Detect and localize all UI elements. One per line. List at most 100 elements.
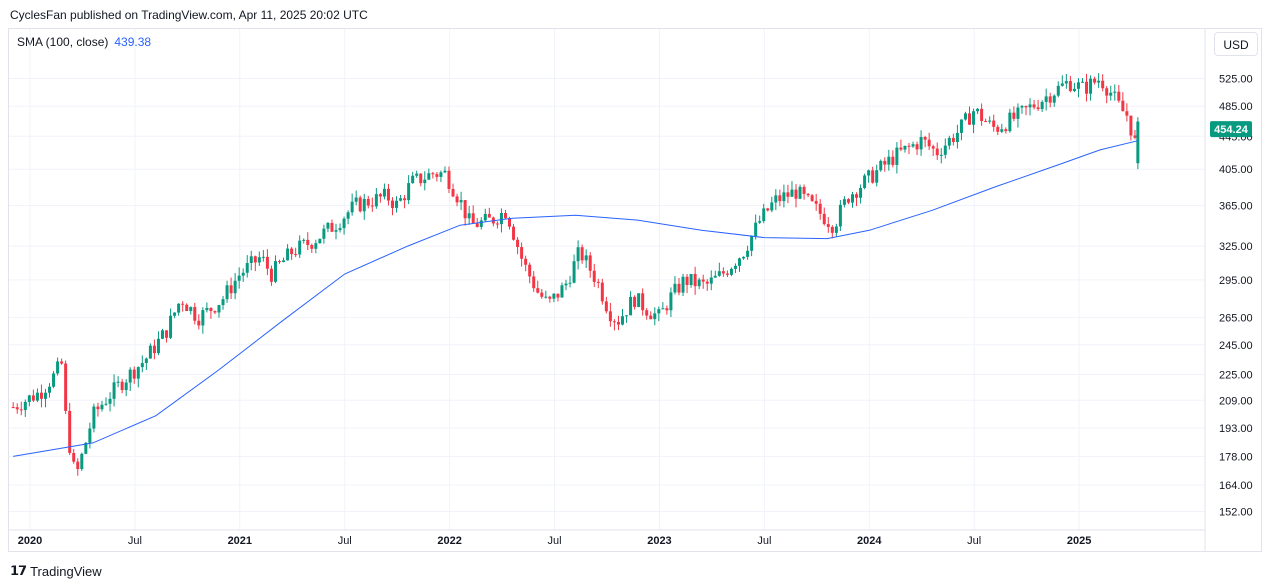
- candle-body: [657, 309, 661, 314]
- candle-body: [342, 218, 346, 229]
- candle-body: [758, 221, 762, 223]
- candle-body: [576, 247, 580, 262]
- candle-body: [330, 222, 334, 232]
- candle-body: [814, 200, 818, 204]
- candle-body: [358, 197, 362, 212]
- candle-body: [980, 108, 984, 122]
- sma-legend[interactable]: SMA (100, close) 439.38: [17, 35, 151, 49]
- candle-body: [677, 283, 681, 293]
- candle-body: [907, 145, 911, 147]
- candle-body: [1048, 96, 1052, 103]
- candle-body: [39, 392, 43, 399]
- candle-body: [717, 271, 721, 276]
- candle-body: [165, 330, 169, 338]
- candle-body: [887, 156, 891, 165]
- candle-body: [629, 296, 633, 316]
- candle-body: [390, 200, 394, 208]
- candle-body: [552, 293, 556, 299]
- candle-body: [923, 137, 927, 140]
- candle-body: [451, 188, 455, 197]
- price-tick-label: 209.00: [1219, 395, 1253, 407]
- candle-body: [1068, 81, 1072, 92]
- candle-body: [802, 186, 806, 194]
- candle-body: [11, 407, 15, 409]
- candle-body: [60, 361, 64, 364]
- candle-body: [895, 147, 899, 165]
- footer-brand[interactable]: 𝟭𝟳 TradingView: [10, 563, 102, 579]
- candle-body: [830, 226, 834, 233]
- candle-body: [612, 321, 616, 323]
- candle-body: [84, 442, 88, 454]
- candle-body: [713, 275, 717, 278]
- candle-body: [201, 310, 205, 326]
- candle-body: [72, 452, 76, 462]
- candle-body: [842, 199, 846, 205]
- candle-body: [1125, 111, 1129, 116]
- candle-body: [1097, 80, 1101, 83]
- candle-body: [80, 453, 84, 470]
- candle-body: [181, 303, 185, 305]
- candle-body: [108, 398, 112, 404]
- candle-body: [653, 313, 657, 320]
- candle-body: [499, 213, 503, 225]
- candle-body: [778, 195, 782, 202]
- candle-body: [548, 296, 552, 299]
- price-tick-label: 164.00: [1219, 480, 1253, 492]
- candle-body: [774, 195, 778, 203]
- last-price-label: 454.24: [1214, 124, 1249, 136]
- candle-body: [968, 113, 972, 125]
- candle-body: [128, 369, 132, 383]
- candle-body: [790, 189, 794, 197]
- candle-body: [939, 154, 943, 156]
- candle-body: [52, 373, 56, 387]
- candle-body: [673, 283, 677, 293]
- candle-body: [959, 119, 963, 133]
- candle-body: [152, 345, 156, 354]
- tradingview-logo-icon: 𝟭𝟳: [10, 563, 27, 578]
- candle-body: [19, 409, 23, 411]
- candle-body: [378, 194, 382, 197]
- candle-body: [350, 201, 354, 213]
- candle-body: [399, 198, 403, 201]
- candle-body: [124, 382, 128, 391]
- candle-body: [273, 261, 277, 282]
- currency-button[interactable]: USD: [1214, 32, 1258, 56]
- time-tick-label: 2023: [647, 535, 671, 547]
- candle-body: [794, 189, 798, 199]
- candle-body: [88, 428, 92, 443]
- candle-body: [366, 198, 370, 206]
- candle-body: [395, 200, 399, 208]
- candle-body: [1072, 88, 1076, 92]
- candle-body: [850, 194, 854, 203]
- candle-body: [439, 172, 443, 177]
- candle-body: [951, 137, 955, 143]
- candle-body: [257, 257, 261, 263]
- candle-body: [935, 148, 939, 156]
- candle-body: [919, 137, 923, 150]
- candle-body: [693, 273, 697, 287]
- candle-body: [334, 230, 338, 232]
- candle-body: [859, 187, 863, 198]
- candle-body: [891, 156, 895, 165]
- candle-body: [435, 174, 439, 177]
- candle-body: [697, 279, 701, 287]
- candle-body: [1076, 82, 1080, 89]
- candle-body: [508, 218, 512, 227]
- candle-body: [721, 271, 725, 274]
- candle-body: [92, 406, 96, 429]
- candle-body: [984, 121, 988, 123]
- candle-body: [189, 307, 193, 312]
- time-tick-label: Jul: [338, 535, 352, 547]
- candle-body: [729, 268, 733, 275]
- candle-body: [608, 311, 612, 322]
- candle-body: [487, 213, 491, 218]
- candle-body: [479, 220, 483, 227]
- candle-body: [786, 192, 790, 197]
- candle-body: [265, 256, 269, 269]
- candle-body: [362, 198, 366, 212]
- candle-body: [798, 186, 802, 199]
- candle-body: [455, 196, 459, 203]
- publisher-caption: CyclesFan published on TradingView.com, …: [10, 8, 368, 22]
- candle-body: [536, 288, 540, 293]
